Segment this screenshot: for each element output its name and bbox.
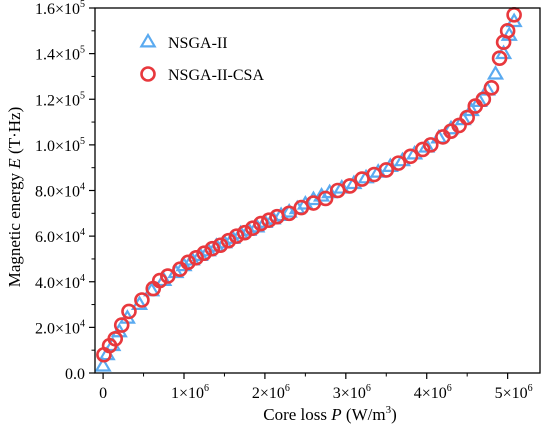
data-point-circle	[220, 232, 237, 249]
ticks-layer: 0 1×106 2×106 3×106 4×106 5×106 0.0 2.0×104 4.0×…	[35, 0, 533, 402]
legend: NSGA-II NSGA-II-CSA	[139, 32, 264, 84]
data-point-circle	[451, 117, 467, 134]
data-point-circle	[422, 137, 439, 153]
y-tick-label: 1.0×105	[35, 136, 85, 155]
data-point-circle	[317, 190, 334, 207]
data-point-circle	[151, 272, 168, 289]
data-point-circle	[402, 148, 419, 165]
legend-label: NSGA-II	[168, 35, 228, 52]
x-tick-label: 4×106	[414, 383, 452, 402]
y-tick-label: 1.4×105	[35, 45, 85, 64]
data-point-triangle	[94, 356, 112, 372]
data-point-circle	[188, 249, 204, 266]
data-point-circle	[499, 23, 516, 39]
x-tick-label: 3×106	[333, 383, 371, 402]
data-point-circle	[113, 317, 130, 333]
data-point-circle	[180, 254, 196, 271]
x-tick-label: 0	[99, 385, 107, 402]
data-point-triangle	[442, 119, 460, 135]
y-tick-label: 6.0×104	[35, 227, 85, 246]
data-point-circle	[459, 109, 475, 126]
data-point-circle	[261, 212, 277, 228]
y-axis-label: Magnetic energy E (T·Hz)	[5, 107, 24, 288]
x-tick-label: 2×106	[252, 383, 290, 402]
data-point-circle	[342, 178, 358, 194]
data-point-circle	[228, 228, 245, 244]
data-point-circle	[236, 224, 253, 241]
data-point-circle	[390, 155, 407, 171]
y-tick-label: 1.2×105	[35, 90, 85, 109]
plot-frame	[94, 7, 541, 374]
data-point-circle	[378, 162, 395, 178]
data-point-circle	[212, 237, 229, 254]
series-triangle	[94, 12, 523, 372]
data-point-circle	[196, 245, 213, 262]
y-tick-label: 2.0×104	[35, 318, 85, 337]
series-circle	[96, 7, 522, 363]
points-layer	[94, 7, 523, 372]
data-point-circle	[483, 80, 500, 96]
data-point-triangle	[333, 179, 351, 194]
data-point-triangle	[486, 64, 505, 80]
y-tick-label: 1.6×105	[35, 0, 85, 18]
data-point-triangle	[462, 101, 480, 117]
y-tick-label: 8.0×104	[35, 182, 85, 201]
data-point-circle	[121, 303, 137, 320]
axes-frame	[94, 7, 541, 374]
y-tick-label: 4.0×104	[35, 273, 85, 292]
legend-marker-triangle	[139, 32, 157, 48]
data-point-circle	[281, 205, 297, 222]
data-point-circle	[475, 91, 492, 108]
data-point-circle	[160, 268, 176, 284]
data-point-circle	[204, 240, 221, 257]
data-point-circle	[244, 220, 261, 236]
x-tick-label: 5×106	[495, 383, 533, 402]
data-point-circle	[414, 141, 431, 158]
x-tick-label: 1×106	[171, 383, 209, 402]
x-axis-label: Core loss P (W/m3)	[263, 404, 396, 424]
data-point-triangle	[369, 163, 387, 178]
legend-label: NSGA-II-CSA	[168, 67, 264, 84]
y-tick-label: 0.0	[65, 366, 85, 383]
data-point-circle	[491, 50, 508, 66]
data-point-circle	[107, 330, 124, 347]
data-point-triangle	[381, 157, 399, 172]
data-point-circle	[134, 292, 150, 308]
legend-marker-circle	[140, 66, 156, 82]
data-point-circle	[253, 215, 269, 232]
